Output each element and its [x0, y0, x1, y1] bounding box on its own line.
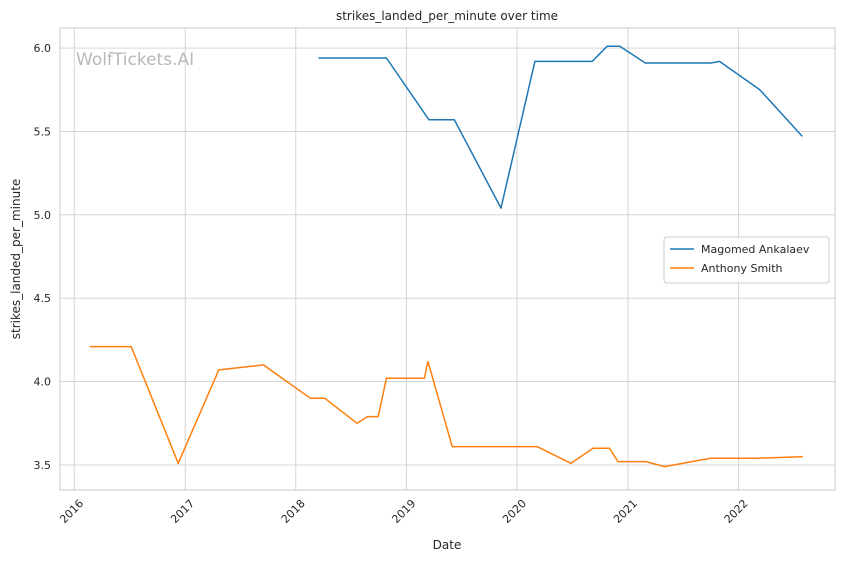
- x-axis-label: Date: [433, 538, 462, 552]
- watermark: WolfTickets.AI: [76, 50, 194, 70]
- plot-frame: [59, 27, 836, 491]
- y-tick-label: 6.0: [34, 42, 52, 55]
- grid: [60, 28, 835, 490]
- legend-box: [663, 236, 830, 284]
- series-line-0: [318, 45, 803, 209]
- y-tick-label: 5.5: [34, 125, 52, 138]
- y-tick-label: 4.0: [34, 376, 52, 389]
- legend: Magomed Ankalaev Anthony Smith: [663, 236, 830, 284]
- series-line-1: [89, 345, 803, 468]
- legend-entry: Magomed Ankalaev: [701, 243, 810, 256]
- series-lines: [89, 45, 803, 468]
- chart-title: strikes_landed_per_minute over time: [336, 9, 558, 23]
- legend-entry: Anthony Smith: [701, 262, 783, 275]
- y-tick-label: 4.5: [34, 292, 52, 305]
- y-axis-label: strikes_landed_per_minute: [9, 179, 23, 340]
- y-axis-ticks: 3.5 4.0 4.5 5.0 5.5 6.0: [34, 42, 52, 472]
- y-tick-label: 3.5: [34, 459, 52, 472]
- y-tick-label: 5.0: [34, 209, 52, 222]
